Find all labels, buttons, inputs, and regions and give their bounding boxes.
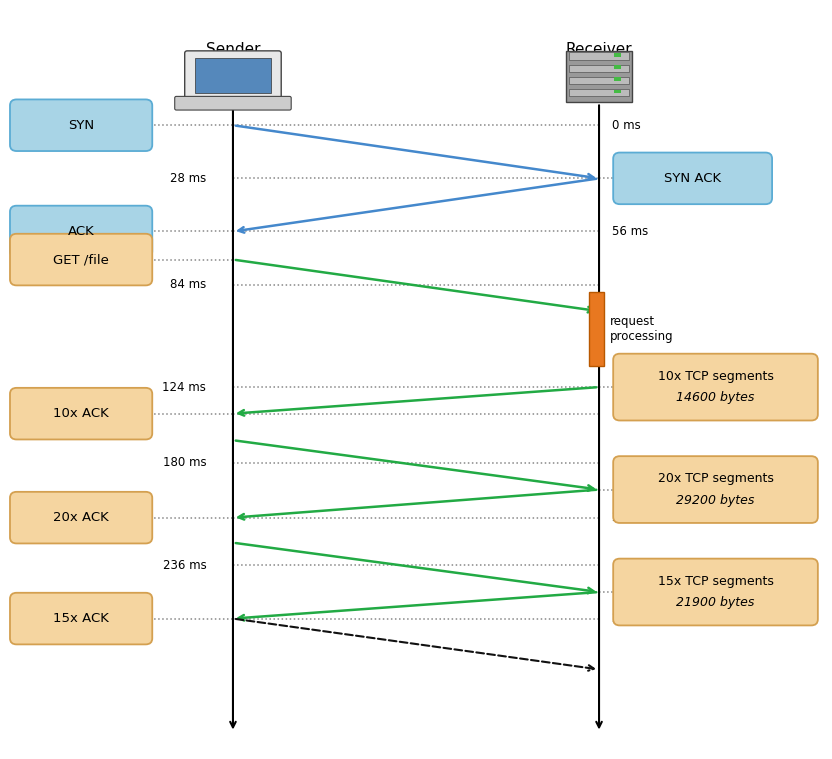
Text: 124 ms: 124 ms [162,380,206,394]
FancyBboxPatch shape [10,234,152,285]
Bar [614,65,621,69]
Text: 10x ACK: 10x ACK [53,407,109,420]
FancyBboxPatch shape [613,559,818,625]
Bar [589,292,604,366]
Text: request
processing: request processing [610,315,673,342]
Text: ACK: ACK [67,225,95,238]
Text: SYN ACK: SYN ACK [664,172,721,185]
Text: 10x TCP segments: 10x TCP segments [657,370,774,383]
FancyBboxPatch shape [195,58,271,93]
FancyBboxPatch shape [613,354,818,420]
Text: SYN: SYN [68,118,94,132]
Text: 15x ACK: 15x ACK [53,612,109,625]
Text: 29200 bytes: 29200 bytes [676,493,755,507]
Text: 20x TCP segments: 20x TCP segments [657,472,774,486]
Text: Sender: Sender [206,42,260,57]
Text: 264 ms: 264 ms [612,612,656,625]
Text: 0 ms: 0 ms [612,118,641,132]
Text: 28 ms: 28 ms [170,172,206,185]
Text: 180 ms: 180 ms [163,456,206,470]
Text: 236 ms: 236 ms [162,559,206,572]
Bar [569,52,629,60]
FancyBboxPatch shape [613,456,818,523]
Text: 21900 bytes: 21900 bytes [676,596,755,609]
Bar [566,51,632,102]
Text: 84 ms: 84 ms [170,278,206,291]
Text: 208 ms: 208 ms [612,511,655,524]
Bar [614,77,621,81]
Bar [569,77,629,84]
Text: 56 ms: 56 ms [612,225,648,238]
Text: Receiver: Receiver [566,42,632,57]
Bar [569,89,629,96]
Text: 20x ACK: 20x ACK [53,511,109,524]
Text: 14600 bytes: 14600 bytes [676,391,755,405]
Bar [569,65,629,72]
FancyBboxPatch shape [10,388,152,439]
Text: GET /file: GET /file [53,253,109,266]
Text: 15x TCP segments: 15x TCP segments [657,575,774,588]
Bar [614,90,621,93]
FancyBboxPatch shape [10,206,152,257]
FancyBboxPatch shape [613,153,772,204]
FancyBboxPatch shape [10,593,152,644]
Bar [614,53,621,57]
FancyBboxPatch shape [185,51,281,101]
FancyBboxPatch shape [10,492,152,543]
FancyBboxPatch shape [10,99,152,151]
FancyBboxPatch shape [175,96,291,110]
Text: 152 ms: 152 ms [612,407,656,420]
